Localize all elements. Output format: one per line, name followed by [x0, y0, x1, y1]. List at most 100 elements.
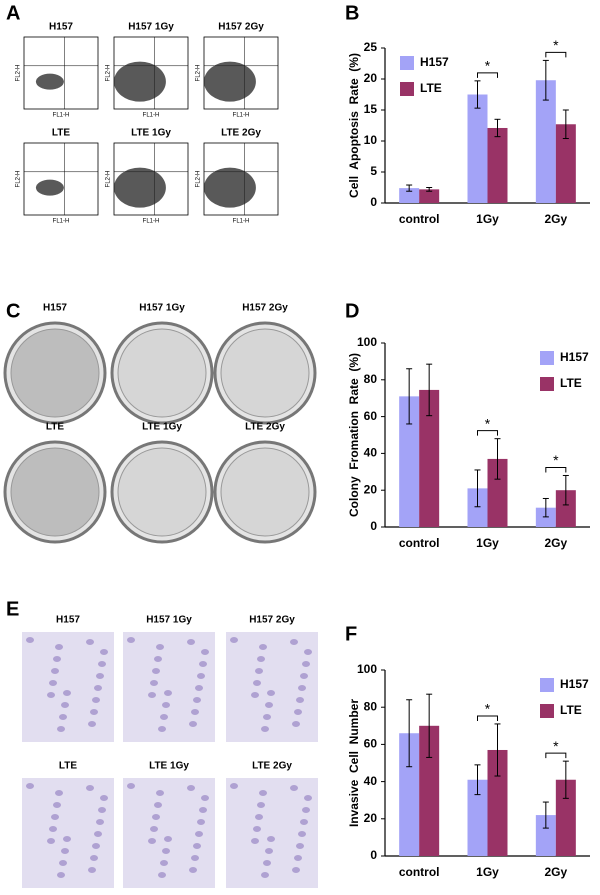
error-bar — [474, 80, 481, 109]
image-label: H157 1Gy — [139, 303, 185, 314]
bar — [555, 490, 576, 527]
cell — [265, 702, 273, 708]
legend-swatch — [540, 377, 554, 391]
cell — [150, 680, 158, 686]
panel-letter: F — [345, 623, 357, 645]
legend-label: H157 — [560, 677, 589, 691]
plate-inner — [220, 328, 310, 418]
error-bar — [406, 368, 413, 425]
cell — [296, 843, 304, 849]
cell — [251, 838, 259, 844]
bar — [467, 94, 488, 203]
panel-letter: A — [6, 2, 20, 24]
flow-plot — [23, 36, 99, 110]
y-tick-label: 10 — [364, 133, 378, 147]
axis-label: FL2-H — [106, 171, 112, 188]
cell — [49, 680, 57, 686]
cell — [263, 860, 271, 866]
cell — [98, 807, 106, 813]
bar — [399, 396, 420, 527]
flow-plot — [23, 142, 99, 216]
cell — [88, 721, 96, 727]
bar — [555, 779, 576, 856]
cell — [294, 855, 302, 861]
cell — [59, 714, 67, 720]
bar — [487, 127, 508, 203]
cell — [164, 836, 172, 842]
cell — [294, 709, 302, 715]
y-tick-label: 100 — [357, 662, 377, 676]
cell — [201, 795, 209, 801]
image-label: LTE — [46, 422, 64, 433]
cell — [86, 785, 94, 791]
error-bar — [542, 497, 549, 518]
legend-swatch — [400, 82, 414, 96]
cell — [53, 802, 61, 808]
cell — [98, 661, 106, 667]
error-bar — [406, 184, 413, 192]
cell — [57, 872, 65, 878]
image-label: H157 2Gy — [218, 22, 264, 33]
cell — [267, 836, 275, 842]
cell — [100, 795, 108, 801]
significance-label: * — [485, 58, 491, 74]
y-tick-label: 15 — [364, 102, 378, 116]
x-tick-label: 1Gy — [476, 536, 499, 550]
error-bar — [426, 187, 433, 192]
legend-swatch — [540, 704, 554, 718]
axis-label: FL2-H — [196, 171, 202, 188]
cell — [152, 814, 160, 820]
cell — [304, 795, 312, 801]
cell — [261, 872, 269, 878]
cell — [189, 721, 197, 727]
cell — [92, 843, 100, 849]
image-label: H157 2Gy — [242, 303, 288, 314]
cell — [59, 860, 67, 866]
significance-bracket — [477, 72, 498, 78]
axis-label: FL1-H — [233, 113, 250, 119]
legend-label: H157 — [560, 350, 589, 364]
bar — [419, 389, 440, 527]
legend-swatch — [540, 678, 554, 692]
cell — [199, 807, 207, 813]
axis-label: FL2-H — [16, 65, 22, 82]
image-label: H157 — [43, 303, 67, 314]
axis-label: FL2-H — [106, 65, 112, 82]
axis-label: FL1-H — [233, 219, 250, 225]
cell — [57, 726, 65, 732]
cell — [292, 867, 300, 873]
cell — [51, 668, 59, 674]
cell — [257, 802, 265, 808]
significance-label: * — [553, 37, 559, 53]
bar — [419, 725, 440, 856]
cell — [195, 685, 203, 691]
x-tick-label: 2Gy — [544, 536, 567, 550]
cell — [251, 692, 259, 698]
cell — [26, 783, 34, 789]
cell — [292, 721, 300, 727]
cell — [94, 685, 102, 691]
plate-inner — [220, 447, 310, 537]
panel-letter: C — [6, 300, 20, 322]
bar — [487, 749, 508, 856]
image-label: LTE 1Gy — [131, 128, 171, 139]
image-label: H157 2Gy — [249, 615, 295, 626]
cell — [90, 709, 98, 715]
cell-cloud — [113, 167, 166, 208]
significance-bracket — [545, 752, 567, 759]
significance-label: * — [485, 415, 491, 431]
cell — [189, 867, 197, 873]
cell — [158, 872, 166, 878]
cell — [253, 680, 261, 686]
cell — [263, 714, 271, 720]
cell — [267, 690, 275, 696]
cell — [92, 697, 100, 703]
y-tick-label: 20 — [364, 71, 378, 85]
cell-cloud — [35, 73, 64, 90]
y-tick-label: 20 — [364, 811, 378, 825]
cell — [90, 855, 98, 861]
y-tick-label: 80 — [364, 699, 378, 713]
y-tick-label: 40 — [364, 774, 378, 788]
cell — [304, 649, 312, 655]
bar — [419, 189, 440, 203]
